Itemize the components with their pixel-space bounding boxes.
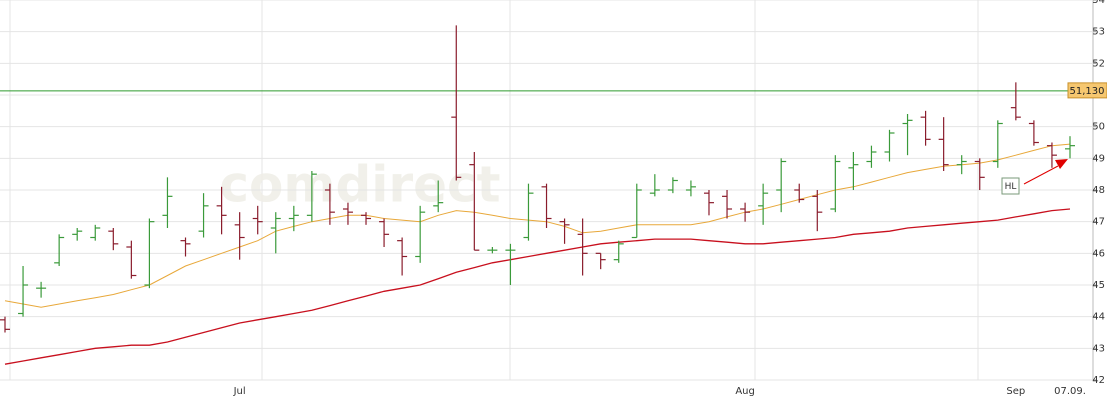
ohlc-bar [72,228,83,241]
ohlc-bar [361,212,372,225]
ohlc-bar [270,212,281,254]
x-tick-label: Sep [1006,386,1025,397]
ohlc-bar [559,218,570,244]
ohlc-bar [685,180,696,197]
ohlc-bar [90,224,101,241]
ohlc-bar [252,205,263,235]
watermark: comdirect [219,156,500,214]
y-tick-label: 53 [1092,27,1105,38]
ohlc-bar [36,281,47,298]
ohlc-bar [812,190,823,232]
ohlc-bar [740,202,751,222]
ohlc-bar [722,190,733,219]
ohlc-bar [848,152,859,190]
y-tick-label: 54 [1092,0,1105,6]
ohlc-bar [523,183,534,241]
y-tick-label: 52 [1092,58,1105,69]
ohlc-bar [306,171,317,222]
y-tick-label: 50 [1092,122,1105,133]
ohlc-bar [162,177,173,228]
ohlc-bar [541,183,552,228]
ohlc-bar [451,25,462,181]
ohlc-bar [288,205,299,232]
x-tick-label: 07.09. [1054,386,1086,397]
level-label-box [1067,82,1107,99]
ohlc-bar [397,237,408,276]
y-tick-label: 49 [1092,153,1105,164]
ohlc-bar [631,183,642,239]
moving-average [4,208,1071,365]
ohlc-bar [1010,82,1021,121]
ohlc-bar [198,193,209,238]
ohlc-bar [703,190,714,216]
y-tick-label: 42 [1092,375,1105,386]
ohlc-bar [830,155,841,213]
ohlc-bar [108,228,119,251]
ohlc-bar [0,316,10,333]
ohlc-bar [956,155,967,175]
y-tick-label: 46 [1092,248,1105,259]
ohlc-bar [776,158,787,213]
ohlc-bar [469,152,480,251]
ohlc-bar [938,117,949,171]
ohlc-bar [1028,120,1039,146]
ohlc-bar [902,114,913,156]
ohlc-bar [180,237,191,257]
ohlc-bar [1046,142,1057,168]
ohlc-bar [324,183,335,225]
x-tick-label: Aug [735,386,755,397]
ohlc-bar [884,129,895,162]
ohlc-bar [415,205,426,263]
ohlc-bar [144,218,155,289]
ohlc-bar [54,234,65,266]
marker-arrow [1023,165,1059,185]
level-label: 51,130 [1070,86,1105,97]
ohlc-bar [866,145,877,168]
ohlc-bar [379,218,390,247]
ohlc-bar [216,186,227,235]
ohlc-bar [126,240,137,279]
ohlc-bar [595,252,606,270]
ohlc-bar [992,120,1003,168]
marker-arrowhead [1055,159,1068,169]
ohlc-bar [342,202,353,225]
x-tick-label: Jul [233,386,246,397]
ohlc-bar [667,177,678,194]
y-tick-label: 45 [1092,280,1105,291]
y-tick-label: 47 [1092,217,1105,228]
y-tick-label: 43 [1092,343,1105,354]
ohlc-bar [649,174,660,197]
ohlc-bar [577,218,588,276]
moving-average [4,143,1071,308]
marker-box [1001,177,1020,195]
ohlc-bar [758,183,769,225]
ohlc-bar [505,243,516,285]
ohlc-bar [487,247,498,254]
ohlc-bar [920,110,931,146]
ohlc-bar [613,240,624,263]
y-tick-label: 44 [1092,312,1105,323]
ohlc-bar [18,266,29,317]
ohlc-bar [433,180,444,213]
ohlc-bar [974,158,985,190]
ohlc-bar [1065,136,1075,159]
marker-label: HL [1005,182,1017,192]
y-tick-label: 48 [1092,185,1105,196]
ohlc-bar [234,212,245,260]
ohlc-bar [794,183,805,203]
